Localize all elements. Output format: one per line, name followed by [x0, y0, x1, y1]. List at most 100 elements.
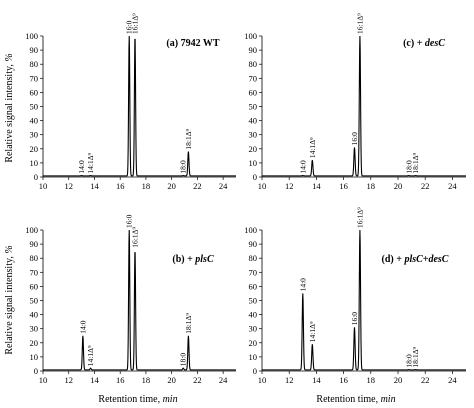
- x-tick-label: 22: [193, 375, 202, 385]
- y-tick-label: 0: [34, 366, 38, 376]
- peak-label: 14:0: [298, 160, 307, 174]
- x-tick-label: 10: [39, 375, 48, 385]
- peak-label: 16:0: [125, 20, 134, 34]
- peak-label: 16:0: [350, 132, 359, 146]
- chromatogram-trace: [43, 35, 236, 177]
- peak-label: 18:1Δ⁹: [411, 152, 420, 173]
- peak-label: 18:0: [179, 353, 188, 367]
- y-tick-label: 100: [25, 225, 38, 235]
- x-tick-label: 18: [367, 181, 376, 191]
- y-tick-label: 50: [249, 102, 258, 112]
- y-tick-label: 40: [30, 116, 39, 126]
- y-tick-label: 20: [249, 338, 258, 348]
- x-tick-label: 18: [142, 181, 151, 191]
- x-tick-label: 22: [421, 375, 430, 385]
- y-tick-label: 40: [249, 310, 258, 320]
- x-tick-label: 12: [64, 375, 73, 385]
- y-tick-label: 20: [30, 144, 39, 154]
- peak-label: 16:1Δ⁹: [355, 207, 364, 228]
- chromatogram-trace: [262, 35, 466, 177]
- peak-label: 18:1Δ⁹: [184, 313, 193, 334]
- x-tick-label: 16: [116, 375, 125, 385]
- peak-label: 14:0: [77, 160, 86, 174]
- x-tick-label: 14: [312, 181, 321, 191]
- y-tick-label: 60: [30, 281, 39, 291]
- y-tick-label: 70: [249, 73, 258, 83]
- peak-label: 16:0: [350, 312, 359, 326]
- y-tick-label: 60: [249, 281, 258, 291]
- y-tick-label: 80: [30, 59, 39, 69]
- chromatogram-trace: [43, 229, 236, 371]
- peak-label: 14:1Δ⁹: [308, 321, 317, 342]
- panel-title: (d) + plsC+desC: [382, 254, 449, 265]
- peak-label: 14:0: [78, 320, 87, 334]
- y-tick-label: 20: [30, 338, 39, 348]
- y-tick-label: 0: [253, 366, 257, 376]
- x-tick-label: 12: [285, 181, 294, 191]
- y-tick-label: 0: [253, 172, 257, 182]
- x-tick-label: 24: [219, 375, 228, 385]
- y-tick-label: 90: [249, 45, 258, 55]
- x-tick-label: 20: [394, 181, 403, 191]
- y-tick-label: 40: [249, 116, 258, 126]
- y-tick-label: 40: [30, 310, 39, 320]
- x-tick-label: 22: [193, 181, 202, 191]
- x-tick-label: 12: [285, 375, 294, 385]
- y-tick-label: 80: [249, 253, 258, 263]
- peak-label: 14:1Δ⁹: [86, 345, 95, 366]
- y-tick-label: 10: [30, 158, 39, 168]
- x-tick-label: 20: [394, 375, 403, 385]
- peak-label: 18:1Δ⁹: [184, 128, 193, 149]
- y-tick-label: 10: [249, 158, 258, 168]
- y-tick-label: 100: [244, 31, 257, 41]
- y-tick-label: 90: [249, 239, 258, 249]
- x-axis-label-right: Retention time, min: [316, 394, 395, 405]
- peak-label: 14:1Δ⁹: [308, 137, 317, 158]
- x-tick-label: 14: [90, 181, 99, 191]
- x-tick-label: 20: [167, 181, 176, 191]
- x-tick-label: 24: [448, 181, 457, 191]
- peak-label: 16:1Δ⁹: [355, 13, 364, 34]
- x-tick-label: 12: [64, 181, 73, 191]
- y-tick-label: 10: [30, 352, 39, 362]
- x-tick-label: 10: [258, 375, 267, 385]
- y-tick-label: 80: [249, 59, 258, 69]
- x-tick-label: 24: [219, 181, 228, 191]
- peak-label: 18:1Δ⁹: [411, 346, 420, 367]
- y-tick-label: 20: [249, 144, 258, 154]
- peak-label: 18:0: [404, 354, 413, 368]
- peak-label: 16:1Δ⁹: [131, 227, 140, 248]
- y-tick-label: 50: [30, 296, 39, 306]
- x-tick-label: 10: [39, 181, 48, 191]
- y-tick-label: 30: [30, 130, 39, 140]
- y-tick-label: 0: [34, 172, 38, 182]
- y-tick-label: 100: [244, 225, 257, 235]
- panel-title: (c) + desC: [403, 38, 445, 49]
- x-tick-label: 14: [312, 375, 321, 385]
- x-tick-label: 18: [142, 375, 151, 385]
- chromatogram-trace: [262, 229, 466, 371]
- panel-title: (a) 7942 WT: [166, 38, 219, 49]
- panel-title: (b) + plsC: [172, 254, 214, 265]
- y-tick-label: 80: [30, 253, 39, 263]
- x-tick-label: 24: [448, 375, 457, 385]
- x-tick-label: 10: [258, 181, 267, 191]
- y-tick-label: 30: [249, 324, 258, 334]
- peak-label: 16:0: [125, 214, 134, 228]
- y-tick-label: 50: [249, 296, 258, 306]
- y-tick-label: 50: [30, 102, 39, 112]
- y-tick-label: 70: [30, 267, 39, 277]
- x-tick-label: 22: [421, 181, 430, 191]
- x-tick-label: 16: [116, 181, 125, 191]
- x-tick-label: 16: [339, 181, 348, 191]
- y-tick-label: 30: [249, 130, 258, 140]
- x-axis-label-left: Retention time, min: [98, 394, 177, 405]
- x-tick-label: 18: [367, 375, 376, 385]
- y-axis-label-bottom: Relative signal intensity, %: [4, 245, 15, 354]
- y-tick-label: 60: [30, 87, 39, 97]
- y-tick-label: 70: [249, 267, 258, 277]
